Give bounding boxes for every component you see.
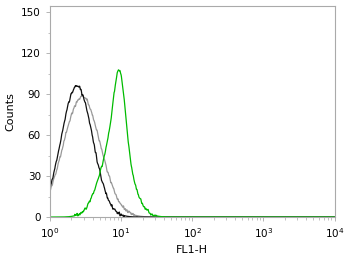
- Y-axis label: Counts: Counts: [6, 92, 15, 131]
- X-axis label: FL1-H: FL1-H: [176, 245, 208, 256]
